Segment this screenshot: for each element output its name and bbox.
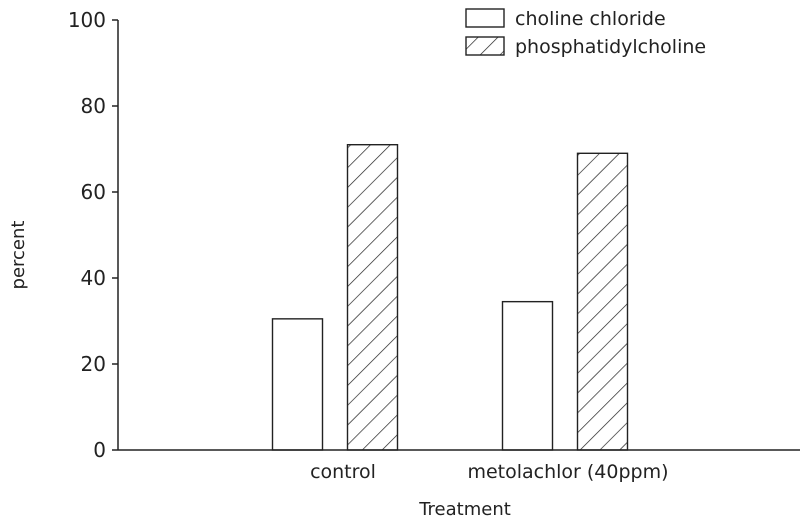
x-category-label: metolachlor (40ppm) — [467, 461, 668, 483]
legend-label-choline-chloride: choline chloride — [515, 8, 666, 30]
bar-phosphatidylcholine-0 — [346, 143, 399, 451]
y-tick-label: 80 — [81, 94, 106, 118]
legend-label-phosphatidylcholine: phosphatidylcholine — [515, 36, 706, 58]
legend-swatch-choline-chloride — [465, 8, 505, 28]
x-axis-title: Treatment — [418, 499, 511, 520]
category-labels: control metolachlor (40ppm) — [310, 461, 668, 483]
y-tick-label: 100 — [68, 8, 106, 32]
y-tick-label: 40 — [81, 266, 106, 290]
bar-choline-chloride-1 — [501, 300, 554, 451]
legend: choline chloride phosphatidylcholine — [465, 8, 706, 58]
bars — [271, 143, 629, 451]
y-ticks: 0 20 40 60 80 100 — [68, 8, 118, 462]
y-tick-label: 0 — [93, 438, 106, 462]
bar-choline-chloride-0 — [271, 318, 324, 451]
x-category-label: control — [310, 461, 376, 483]
y-tick-label: 20 — [81, 352, 106, 376]
legend-swatch-phosphatidylcholine — [465, 36, 505, 56]
y-tick-label: 60 — [81, 180, 106, 204]
y-axis-title: percent — [8, 221, 29, 290]
bar-phosphatidylcholine-1 — [576, 152, 629, 451]
axes — [117, 20, 800, 451]
